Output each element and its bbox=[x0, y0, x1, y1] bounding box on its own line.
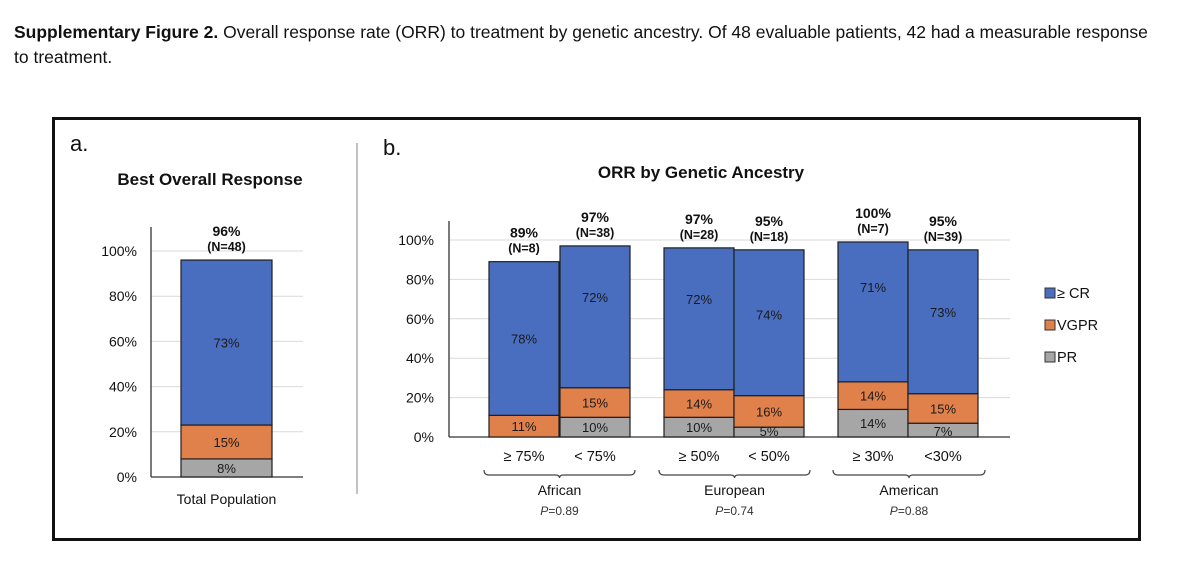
bar-label-vgpr: 16% bbox=[756, 404, 782, 419]
legend-swatch-pr bbox=[1044, 351, 1056, 363]
group-brace bbox=[483, 469, 636, 479]
panel-b-label: b. bbox=[383, 135, 401, 160]
y-tick-label: 100% bbox=[398, 232, 434, 248]
panel-a-plot: 0% 20% 40% 60% 80% 100% 8% 15% 73% 96%(N=48) Total… bbox=[101, 223, 303, 507]
bar-total-label: 95% bbox=[929, 213, 958, 229]
bar-label-vgpr: 14% bbox=[860, 389, 886, 404]
bar-label-cr: 73% bbox=[213, 336, 239, 351]
p-value-label: P=0.88 bbox=[890, 504, 929, 518]
x-category-label: Total Population bbox=[177, 491, 277, 507]
bar-total-label: 96% bbox=[212, 223, 241, 239]
bar-label-pr: 10% bbox=[686, 420, 712, 435]
panel-a-title: Best Overall Response bbox=[117, 170, 302, 189]
x-category-label: < 50% bbox=[748, 449, 790, 465]
bar-segment-cr bbox=[663, 247, 735, 391]
group-label: American bbox=[879, 482, 938, 498]
bar-segment-vgpr bbox=[733, 395, 805, 428]
bar-total-label: 100% bbox=[855, 205, 891, 221]
legend-swatch-cr bbox=[1044, 287, 1056, 299]
bar-n-label: (N=28) bbox=[680, 228, 719, 242]
bar-segment-vgpr bbox=[559, 387, 631, 418]
bar-label-cr: 72% bbox=[582, 290, 608, 305]
bar-label-pr: 10% bbox=[582, 420, 608, 435]
bar-segment-vgpr bbox=[837, 381, 909, 411]
y-tick-label: 100% bbox=[101, 243, 137, 259]
legend-label-cr: ≥ CR bbox=[1057, 286, 1090, 302]
x-category-label: ≥ 50% bbox=[678, 449, 719, 465]
bar-n-label: (N=7) bbox=[857, 222, 889, 236]
bar-total-label: 89% bbox=[510, 225, 539, 241]
bar-segment-vgpr bbox=[180, 424, 273, 460]
p-symbol: P bbox=[890, 504, 898, 518]
group-label: African bbox=[538, 482, 582, 498]
p-symbol: P bbox=[540, 504, 548, 518]
p-value-label: P=0.74 bbox=[715, 504, 754, 518]
p-value: =0.74 bbox=[723, 504, 754, 518]
y-tick-label: 60% bbox=[406, 311, 434, 327]
bar-segment-vgpr bbox=[663, 389, 735, 418]
bar-n-label: (N=8) bbox=[508, 242, 540, 256]
legend: ≥ CR VGPR PR bbox=[1044, 286, 1098, 366]
caption-text: Overall response rate (ORR) to treatment… bbox=[14, 22, 1148, 67]
group-label: European bbox=[704, 482, 765, 498]
figure-frame bbox=[52, 117, 1141, 541]
y-tick-label: 0% bbox=[117, 469, 137, 485]
bar-segment-vgpr bbox=[907, 393, 979, 424]
bar-label-vgpr: 14% bbox=[686, 397, 712, 412]
figure-caption: Supplementary Figure 2. Overall response… bbox=[14, 20, 1164, 70]
bar-segment-cr bbox=[180, 259, 273, 426]
x-category-label: <30% bbox=[924, 449, 962, 465]
bar-segment-cr bbox=[488, 261, 560, 416]
panel-b-plot: 0% 20% 40% 60% 80% 100% 11% 78% 89%(N=8) ≥ 75% 10%… bbox=[398, 205, 1010, 518]
bar-n-label: (N=18) bbox=[750, 230, 789, 244]
bar-label-vgpr: 15% bbox=[213, 435, 239, 450]
x-category-label: ≥ 75% bbox=[503, 449, 544, 465]
p-value: =0.88 bbox=[898, 504, 929, 518]
bar-label-cr: 74% bbox=[756, 308, 782, 323]
bar-label-cr: 78% bbox=[511, 332, 537, 347]
bar-total-label: 97% bbox=[581, 209, 610, 225]
p-value-label: P=0.89 bbox=[540, 504, 579, 518]
p-value: =0.89 bbox=[548, 504, 579, 518]
y-tick-label: 80% bbox=[406, 271, 434, 287]
group-brace bbox=[832, 469, 986, 479]
bar-label-vgpr: 15% bbox=[582, 396, 608, 411]
legend-label-vgpr: VGPR bbox=[1057, 318, 1098, 334]
bar-label-cr: 72% bbox=[686, 292, 712, 307]
bar-total-label: 97% bbox=[685, 211, 714, 227]
y-tick-label: 40% bbox=[406, 350, 434, 366]
bar-segment-pr bbox=[837, 408, 909, 438]
y-tick-label: 40% bbox=[109, 379, 137, 395]
bar-segment-cr bbox=[559, 245, 631, 389]
x-category-label: ≥ 30% bbox=[852, 449, 893, 465]
bar-total-label: 95% bbox=[755, 213, 784, 229]
bar-segment-cr bbox=[733, 249, 805, 397]
y-tick-label: 80% bbox=[109, 288, 137, 304]
bar-label-cr: 73% bbox=[930, 305, 956, 320]
bar-label-pr: 7% bbox=[934, 424, 953, 439]
y-tick-label: 20% bbox=[109, 424, 137, 440]
bar-label-pr: 8% bbox=[217, 461, 236, 476]
p-symbol: P bbox=[715, 504, 723, 518]
bar-label-cr: 71% bbox=[860, 280, 886, 295]
bar-label-vgpr: 15% bbox=[930, 401, 956, 416]
bar-label-pr: 14% bbox=[860, 416, 886, 431]
legend-label-pr: PR bbox=[1057, 350, 1077, 366]
panel-b-title: ORR by Genetic Ancestry bbox=[598, 163, 805, 182]
panel-a-label: a. bbox=[70, 131, 88, 156]
y-tick-label: 20% bbox=[406, 390, 434, 406]
bar-n-label: (N=39) bbox=[924, 230, 963, 244]
y-tick-label: 60% bbox=[109, 333, 137, 349]
bar-n-label: (N=48) bbox=[207, 240, 246, 254]
group-brace bbox=[658, 469, 811, 479]
x-category-label: < 75% bbox=[574, 449, 616, 465]
bar-label-vgpr: 11% bbox=[511, 419, 536, 434]
legend-swatch-vgpr bbox=[1044, 319, 1056, 331]
bar-segment-cr bbox=[837, 241, 909, 383]
y-tick-label: 0% bbox=[414, 429, 434, 445]
bar-n-label: (N=38) bbox=[576, 226, 615, 240]
bar-segment-cr bbox=[907, 249, 979, 395]
caption-label: Supplementary Figure 2. bbox=[14, 22, 219, 42]
